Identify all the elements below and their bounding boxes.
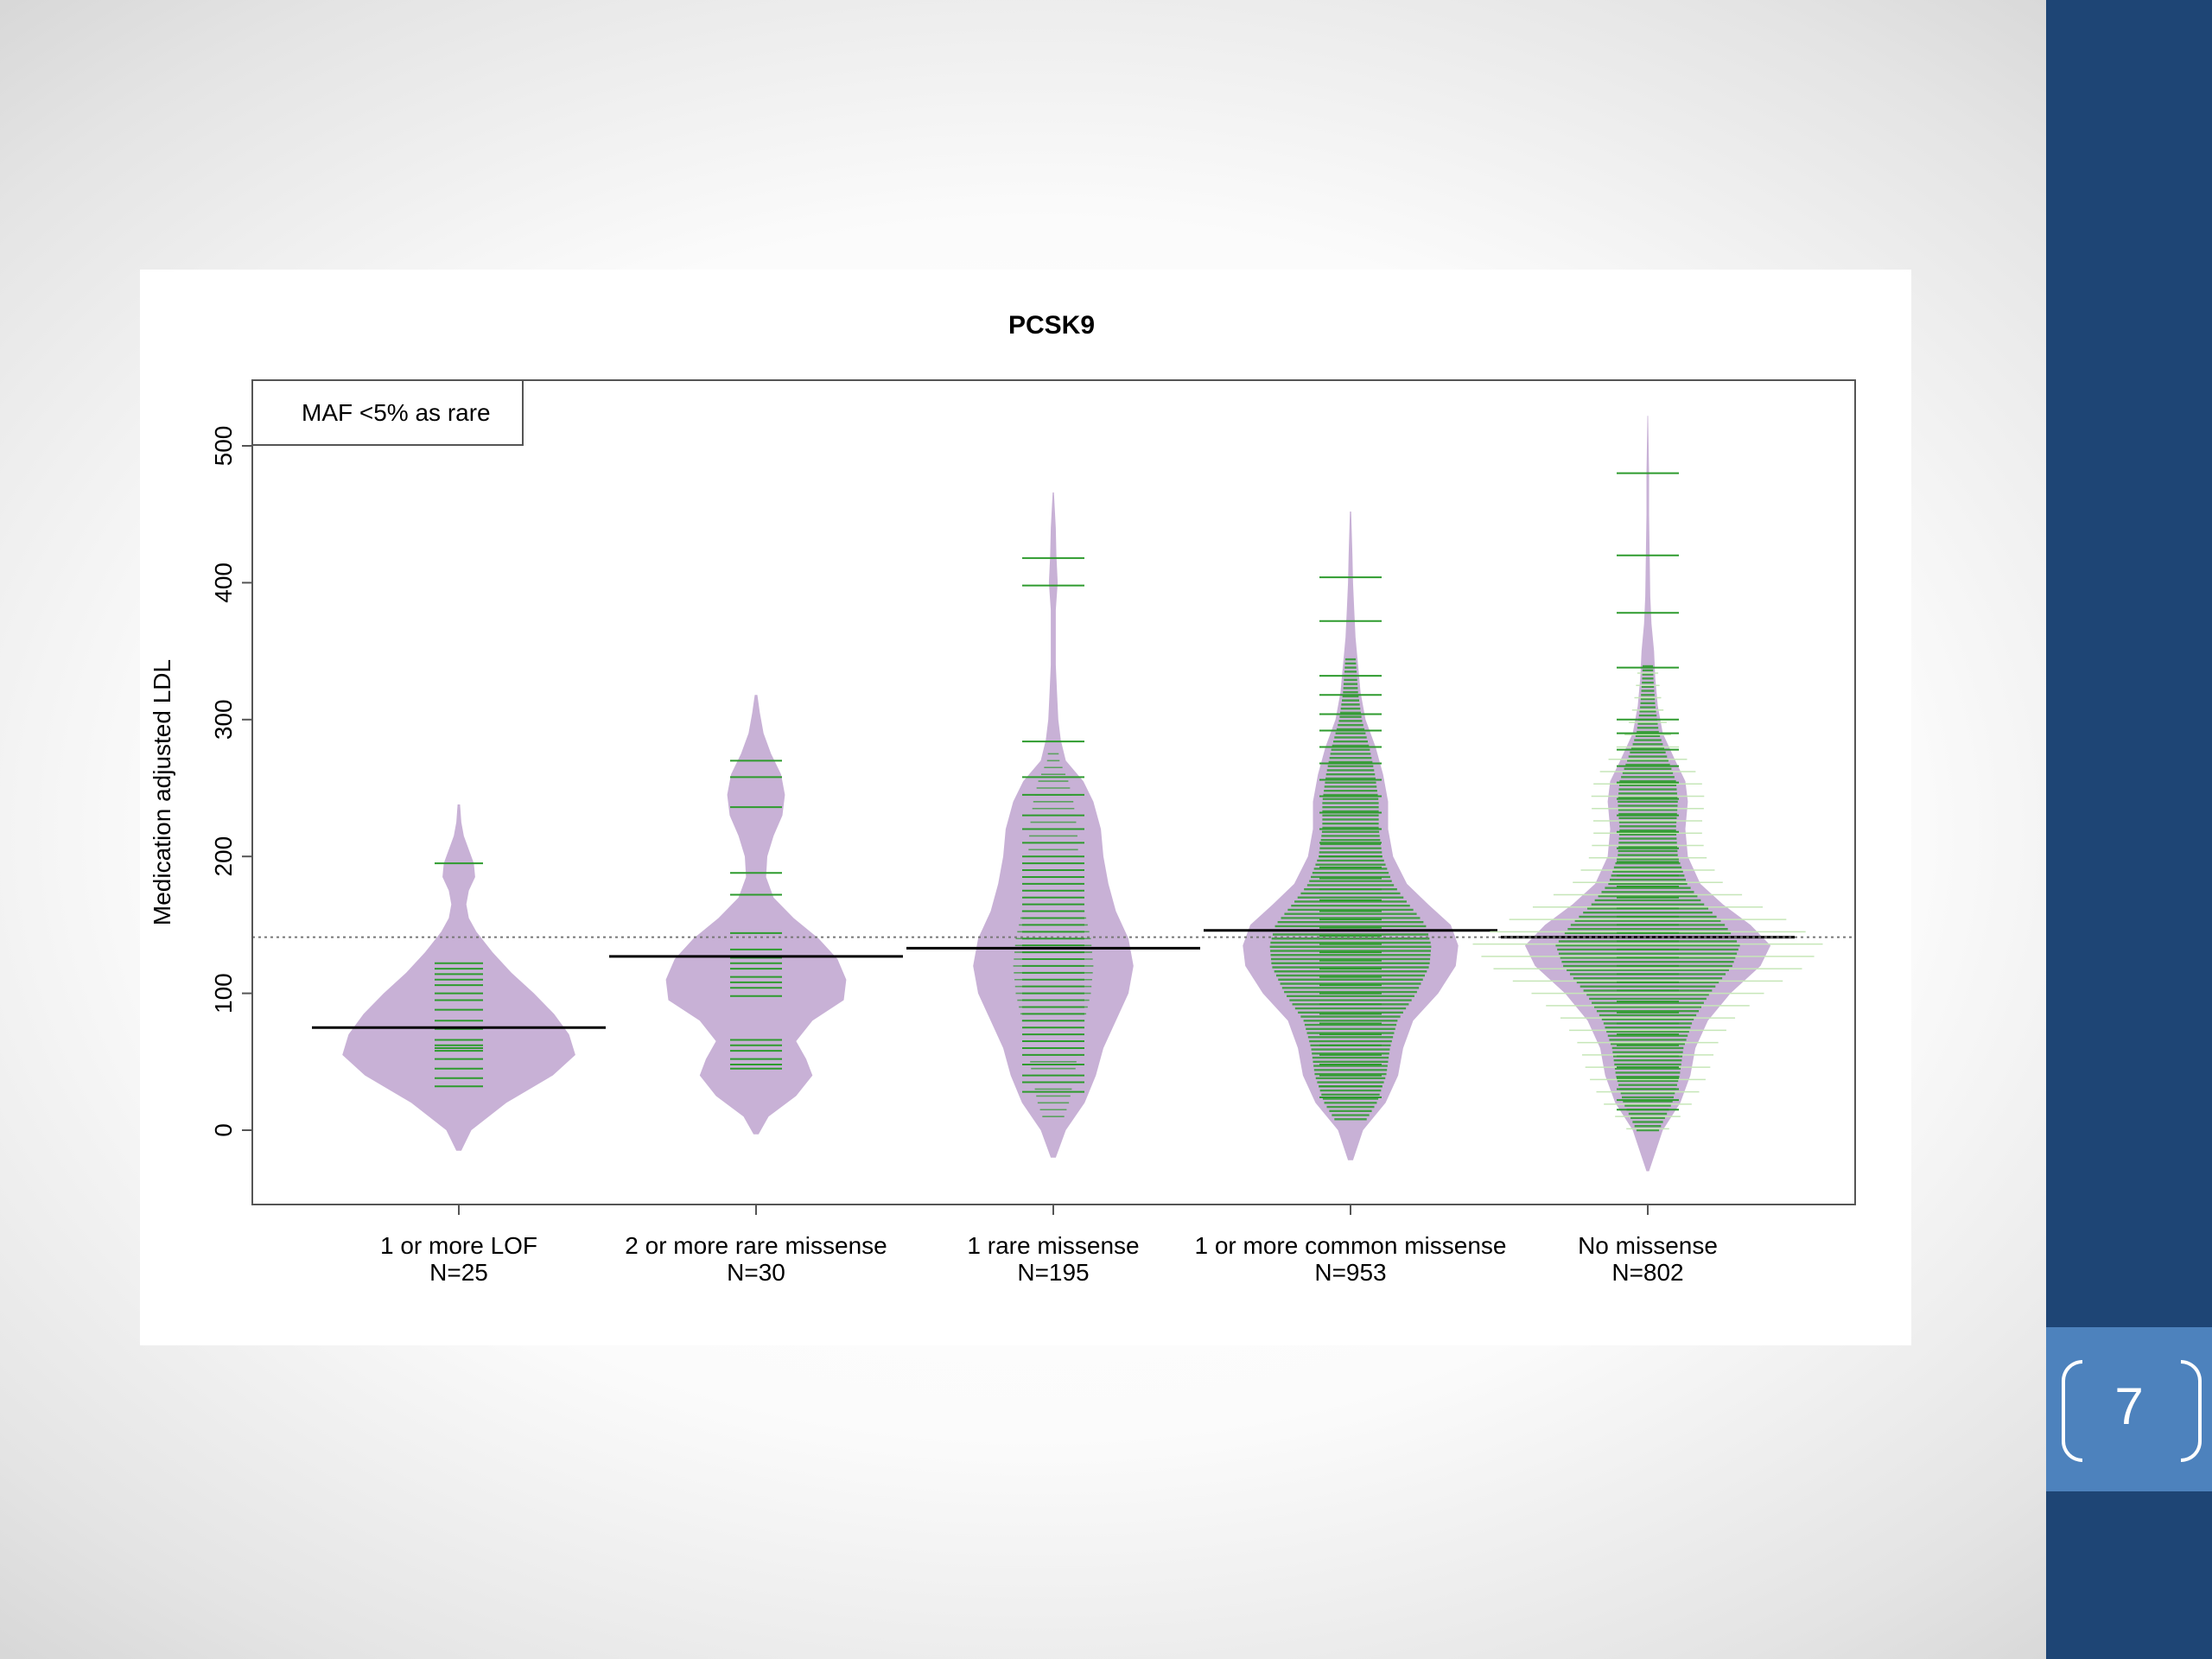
beanplot-chart: PCSK9 Medication adjusted LDL 1 or more … bbox=[149, 311, 1856, 1286]
bean-group bbox=[312, 804, 606, 1151]
violin-shape bbox=[973, 492, 1134, 1158]
y-tick-label: 400 bbox=[210, 563, 237, 603]
x-tick-label: 1 or more LOF bbox=[380, 1232, 537, 1259]
bean-group bbox=[609, 695, 903, 1135]
plot-area bbox=[312, 416, 1823, 1172]
slide-canvas: PCSK9 Medication adjusted LDL 1 or more … bbox=[140, 270, 1911, 1345]
x-tick-count: N=30 bbox=[727, 1259, 785, 1286]
bean-group bbox=[1472, 416, 1823, 1172]
chart-title: PCSK9 bbox=[1008, 311, 1095, 340]
legend-box bbox=[251, 379, 524, 446]
legend: MAF <5% as rare bbox=[251, 379, 524, 446]
legend-text: MAF <5% as rare bbox=[302, 399, 491, 426]
y-tick-label: 300 bbox=[210, 699, 237, 740]
x-tick-label: 1 rare missense bbox=[967, 1232, 1139, 1259]
x-tick-count: N=953 bbox=[1314, 1259, 1386, 1286]
violin-shape bbox=[342, 804, 575, 1151]
x-tick-count: N=195 bbox=[1017, 1259, 1089, 1286]
chart-figure: PCSK9 Medication adjusted LDL 1 or more … bbox=[140, 270, 1911, 1345]
x-tick-label: 1 or more common missense bbox=[1194, 1232, 1506, 1259]
y-tick-label: 100 bbox=[210, 973, 237, 1014]
x-tick-label: 2 or more rare missense bbox=[625, 1232, 887, 1259]
bean-group bbox=[1204, 512, 1497, 1160]
slide-number: 7 bbox=[2114, 1377, 2144, 1435]
slide-number-box: 7 bbox=[2046, 1327, 2212, 1491]
x-tick-label: No missense bbox=[1578, 1232, 1718, 1259]
plot-frame bbox=[251, 379, 1856, 1205]
x-tick-count: N=25 bbox=[429, 1259, 488, 1286]
y-axis-label: Medication adjusted LDL bbox=[149, 659, 175, 925]
y-tick-label: 0 bbox=[210, 1123, 237, 1137]
y-tick-label: 200 bbox=[210, 836, 237, 877]
x-tick-count: N=802 bbox=[1611, 1259, 1683, 1286]
bean-group bbox=[906, 492, 1200, 1158]
y-tick-label: 500 bbox=[210, 426, 237, 467]
violin-shape bbox=[665, 695, 847, 1135]
